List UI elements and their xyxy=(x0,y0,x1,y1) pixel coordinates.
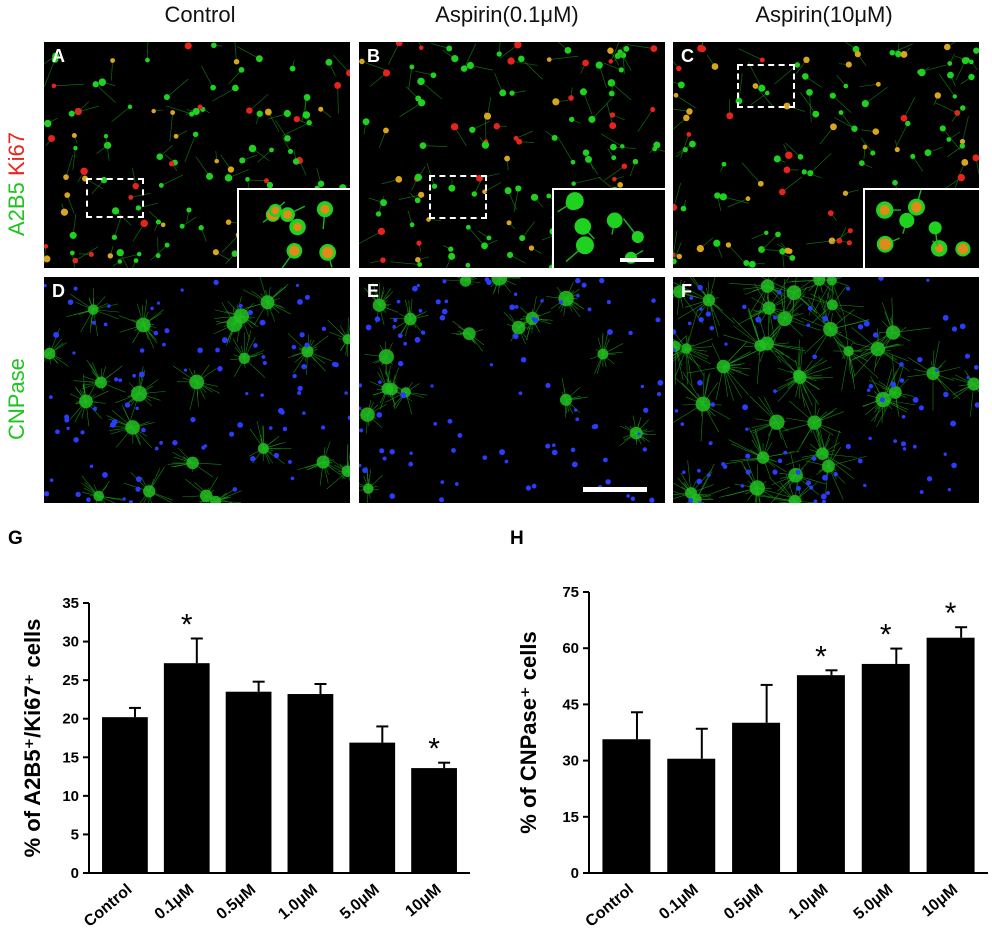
y-tick-label: 30 xyxy=(62,634,79,651)
bar xyxy=(102,717,148,873)
significance-marker: * xyxy=(880,619,892,652)
inset-zoom xyxy=(237,188,350,268)
cell-group xyxy=(359,277,664,503)
inset-cell-field xyxy=(557,192,644,264)
micrograph-panel-b: B xyxy=(359,42,665,268)
y-tick-label: 30 xyxy=(562,753,579,770)
cell-field xyxy=(44,277,350,503)
micrograph-panel-c: C xyxy=(673,42,979,268)
bar xyxy=(926,637,975,873)
panel-letter-c: C xyxy=(681,46,694,66)
zoom-region-box xyxy=(737,64,795,108)
bar xyxy=(667,758,716,873)
y-tick-label: 20 xyxy=(62,711,79,728)
y-tick-label: 5 xyxy=(71,826,79,843)
bar xyxy=(163,663,210,873)
y-tick-label: 25 xyxy=(62,672,79,689)
cell-field xyxy=(673,42,979,268)
panel-letter-b: B xyxy=(367,46,380,66)
micrograph-panel-a: A xyxy=(44,42,350,268)
x-tick-label: Control xyxy=(81,881,135,931)
significance-marker: * xyxy=(428,733,440,766)
bar xyxy=(349,742,396,873)
column-header-control: Control xyxy=(164,2,236,27)
significance-marker: * xyxy=(945,597,957,630)
significance-marker: * xyxy=(815,640,827,673)
y-tick-label: 0 xyxy=(71,865,79,882)
panel-letter-e: E xyxy=(367,281,380,301)
y-tick-label: 60 xyxy=(562,640,579,657)
figure-letter-g: G xyxy=(8,528,23,549)
row-label-a2b5: A2B5 xyxy=(4,182,29,236)
x-tick-label: 5.0μM xyxy=(337,881,383,923)
zoom-region-box xyxy=(429,175,487,219)
x-tick-label: 1.0μM xyxy=(786,881,832,923)
micrograph-panel-e: E xyxy=(359,277,665,503)
cell-group xyxy=(673,277,979,503)
bar xyxy=(411,768,457,873)
x-tick-label: Control xyxy=(582,881,636,931)
micrograph-panel-d: D xyxy=(44,277,350,503)
scale-bar xyxy=(620,258,654,262)
bar xyxy=(602,739,651,873)
bar-chart-a2b5-ki67: 0 5 10 15 20 25 30 35 % of A2B5⁺/Ki67⁺ cells Cont… xyxy=(20,595,470,931)
cell-group xyxy=(876,190,971,257)
x-tick-label: 0.5μM xyxy=(721,881,767,923)
x-tick-label: 1.0μM xyxy=(275,881,321,923)
x-tick-label: 10μM xyxy=(919,881,961,920)
x-tick-label: 0.1μM xyxy=(656,881,702,923)
panel-letter-d: D xyxy=(52,281,65,301)
x-tick-label: 0.5μM xyxy=(213,881,259,923)
bar xyxy=(287,694,334,873)
y-tick-label: 0 xyxy=(571,865,579,882)
cell-group xyxy=(557,192,644,264)
y-tick-label: 35 xyxy=(62,595,79,612)
column-header-aspirin-high: Aspirin(10μM) xyxy=(755,2,893,27)
bar-chart-cnpase: 0 15 30 45 60 75 % of CNPase⁺ cells Control 0.1μ… xyxy=(516,584,988,931)
bar xyxy=(861,663,910,873)
panel-letter-a: A xyxy=(52,46,65,66)
cell-group xyxy=(44,277,350,503)
y-axis-label: % of CNPase⁺ cells xyxy=(516,631,541,833)
figure-letter-h: H xyxy=(510,528,524,549)
micrograph-panel-f: F xyxy=(673,277,979,503)
panel-letter-f: F xyxy=(681,281,692,301)
row-label-cnpase: CNPase xyxy=(4,358,29,440)
bar xyxy=(796,675,845,873)
row-label-ki67: Ki67 xyxy=(4,132,29,177)
x-tick-label: 5.0μM xyxy=(851,881,897,923)
zoom-region-box xyxy=(86,178,144,218)
cell-group xyxy=(673,42,979,268)
row-label-a2b5-ki67: A2B5 Ki67 xyxy=(4,132,30,236)
y-tick-label: 15 xyxy=(62,749,79,766)
x-tick-label: 0.1μM xyxy=(152,881,198,923)
inset-zoom xyxy=(863,188,979,268)
bar xyxy=(225,691,272,873)
inset-cell-field xyxy=(876,190,971,257)
x-tick-label: 10μM xyxy=(402,881,444,920)
y-tick-label: 75 xyxy=(562,584,579,601)
cell-group xyxy=(262,201,337,268)
column-header-aspirin-low: Aspirin(0.1μM) xyxy=(435,2,579,27)
y-tick-label: 10 xyxy=(62,788,79,805)
cell-field xyxy=(359,277,664,503)
inset-zoom xyxy=(552,188,665,268)
inset-cell-field xyxy=(262,201,337,268)
y-tick-label: 45 xyxy=(562,696,579,713)
cell-field xyxy=(673,277,979,503)
bar xyxy=(732,722,781,873)
y-axis-label: % of A2B5⁺/Ki67⁺ cells xyxy=(20,619,45,858)
significance-marker: * xyxy=(181,608,193,641)
scale-bar xyxy=(583,487,647,492)
y-tick-label: 15 xyxy=(562,809,579,826)
